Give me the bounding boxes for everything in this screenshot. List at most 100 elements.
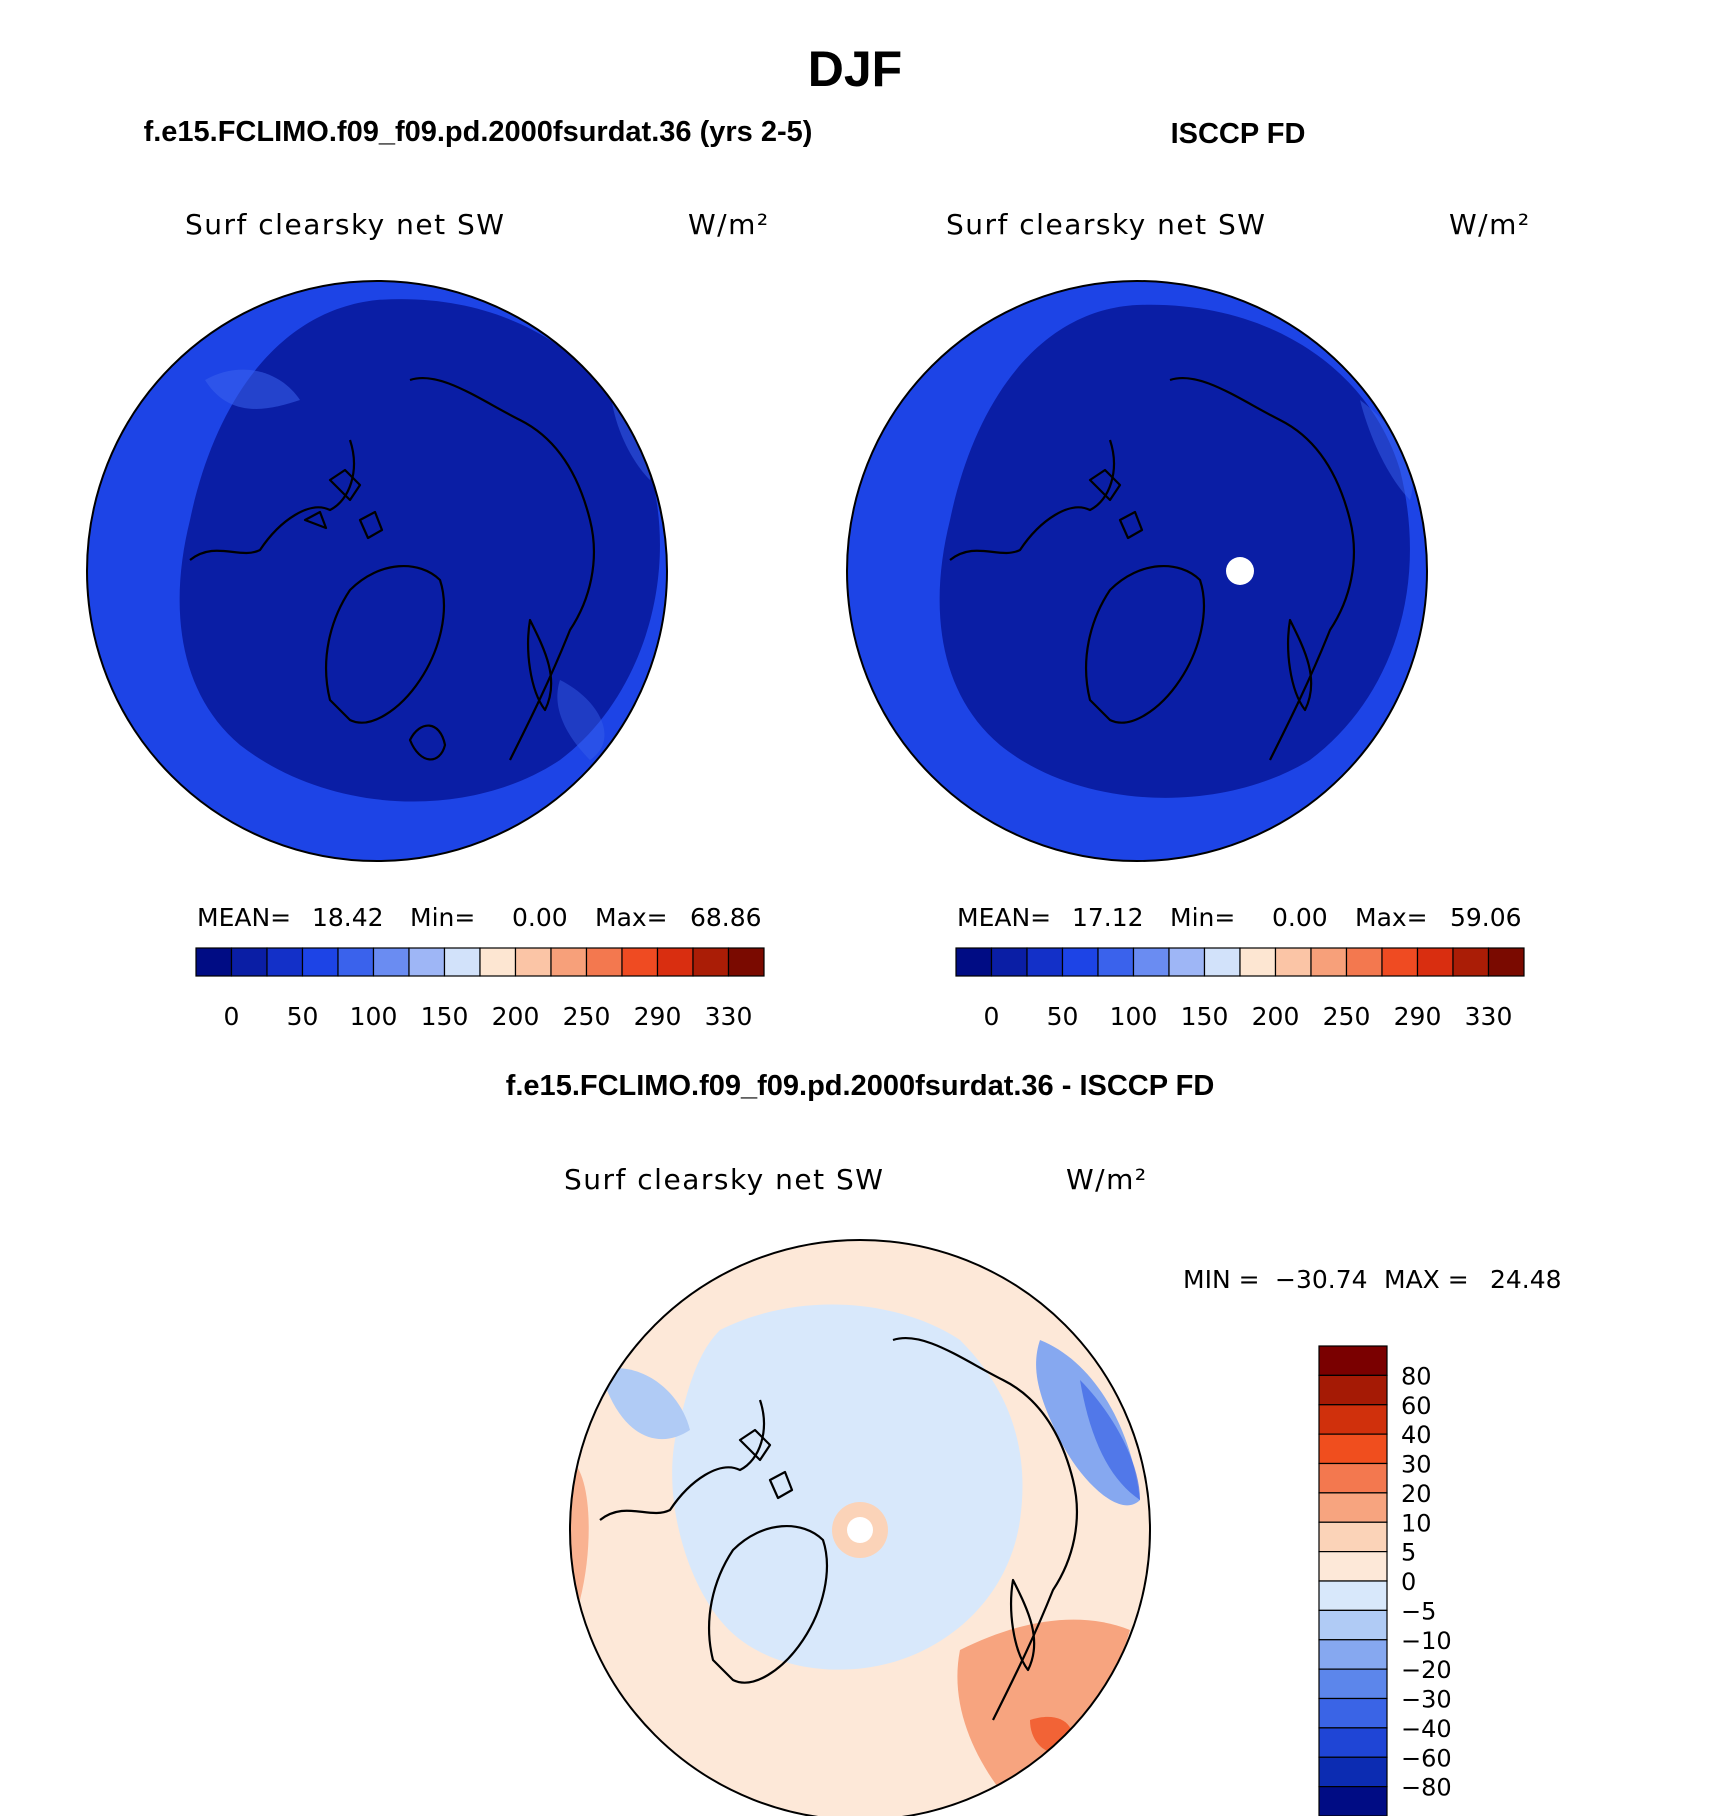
map-3-islands-coastline (738, 1428, 794, 1500)
panel-2-units-label: W/m² (1449, 208, 1531, 241)
colorbar-3-swatch (1318, 1786, 1388, 1816)
colorbar-3-swatch (1318, 1492, 1388, 1523)
colorbar-3-swatch (1318, 1374, 1388, 1406)
colorbar-1-tick-label: 330 (705, 1002, 753, 1031)
panel-2-min-label: Min= (1170, 903, 1235, 932)
panel-1-min-label: Min= (410, 903, 475, 932)
map-2-boundary (846, 280, 1428, 862)
map-1-islands-coastline (303, 468, 384, 540)
colorbar-3-swatch (1318, 1639, 1388, 1670)
main-title: DJF (808, 41, 902, 97)
colorbar-1-tick-label: 290 (634, 1002, 682, 1031)
colorbar-2-tick-label: 100 (1110, 1002, 1158, 1031)
map-3-boundary (569, 1239, 1151, 1816)
map-3-strong-negative-patch (1080, 1380, 1140, 1500)
map-3-missing-data-pole (847, 1517, 873, 1543)
colorbar-2-swatch (1487, 947, 1525, 977)
diff-units-label: W/m² (1066, 1163, 1148, 1196)
map-1 (86, 280, 668, 862)
colorbar-2-tick-label: 290 (1394, 1002, 1442, 1031)
colorbar-1-swatch (266, 947, 304, 977)
map-3-greenland-coastline (707, 1524, 829, 1684)
colorbar-3-swatch (1318, 1668, 1388, 1700)
colorbar-1-swatch (408, 947, 446, 977)
colorbar-2-swatch (1310, 947, 1348, 977)
map-1-north-america-coastline (189, 439, 355, 561)
colorbar-3-swatch (1318, 1462, 1388, 1494)
colorbar-1-tick-label: 250 (563, 1002, 611, 1031)
colorbar-1-tick-label: 0 (224, 1002, 240, 1031)
colorbar-3-tick-label: 30 (1401, 1451, 1432, 1479)
panel-1-min-value: 0.00 (512, 903, 568, 932)
panel-1-units-label: W/m² (688, 208, 770, 241)
map-2-scandinavia-coastline (1287, 618, 1313, 712)
colorbar-2-swatch (955, 947, 993, 977)
colorbar-3-tick-label: −60 (1401, 1744, 1452, 1772)
colorbar-1-swatch (585, 947, 623, 977)
colorbar-2-swatch (1239, 947, 1277, 977)
panel-1-title: f.e15.FCLIMO.f09_f09.pd.2000fsurdat.36 (… (144, 116, 813, 148)
colorbar-2-tick-label: 0 (984, 1002, 1000, 1031)
map-3-positive-patch (957, 1619, 1130, 1790)
map-1-patch (557, 680, 605, 760)
colorbar-3-tick-label: −5 (1401, 1597, 1436, 1625)
map-2-islands-coastline (1088, 468, 1144, 540)
panel-2-title: ISCCP FD (1171, 118, 1306, 150)
colorbar-3-swatch (1318, 1756, 1388, 1788)
panel-2-variable-label: Surf clearsky net SW (946, 208, 1266, 241)
panel-1-max-value: 68.86 (690, 903, 762, 932)
colorbar-3-tick-label: 80 (1401, 1362, 1432, 1390)
map-1-inner-field (179, 299, 660, 802)
diff-max-value: 24.48 (1490, 1265, 1562, 1294)
colorbar-3-tick-label: 40 (1401, 1421, 1432, 1449)
colorbar-1-swatch (692, 947, 730, 977)
colorbar-3-swatch (1318, 1521, 1388, 1553)
colorbar-1-tick-label: 200 (492, 1002, 540, 1031)
map-2-north-america-coastline (949, 439, 1115, 561)
panel-2-max-value: 59.06 (1450, 903, 1522, 932)
map-3-scandinavia-coastline (1010, 1578, 1036, 1672)
colorbar-3-tick-label: 5 (1401, 1539, 1416, 1567)
colorbar-3-swatch (1318, 1345, 1388, 1376)
map-3-negative-patch (600, 1368, 690, 1440)
map-1-scandinavia-coastline (527, 618, 553, 712)
colorbar-2-swatch (990, 947, 1028, 977)
diff-variable-label: Surf clearsky net SW (564, 1163, 884, 1196)
colorbar-1-swatch (195, 947, 233, 977)
colorbar-1-swatch (337, 947, 375, 977)
colorbar-1-swatch (479, 947, 517, 977)
panel-2-mean-value: 17.12 (1072, 903, 1144, 932)
map-2-patch (1360, 400, 1413, 500)
map-1-iceland-coastline (408, 724, 447, 761)
colorbar-2-swatch (1026, 947, 1064, 977)
colorbar-1: 0 50 100 150 200 250 290 330 (195, 947, 765, 1031)
map-1-boundary (86, 280, 668, 862)
colorbar-1-tick-label: 50 (287, 1002, 319, 1031)
colorbar-1-swatch (372, 947, 410, 977)
colorbar-1-swatch (301, 947, 339, 977)
colorbar-2-swatch (1203, 947, 1241, 977)
colorbar-1-swatch (656, 947, 694, 977)
colorbar-3-tick-label: −10 (1401, 1627, 1452, 1655)
colorbar-3-swatch (1318, 1609, 1388, 1641)
map-3-north-america-coastline (599, 1399, 765, 1521)
diff-min-label: MIN = (1183, 1265, 1260, 1294)
colorbar-2-tick-label: 250 (1323, 1002, 1371, 1031)
diff-panel-title: f.e15.FCLIMO.f09_f09.pd.2000fsurdat.36 -… (506, 1070, 1215, 1102)
colorbar-1-swatch (443, 947, 481, 977)
colorbar-2-swatch (1097, 947, 1135, 977)
colorbar-2-tick-label: 150 (1181, 1002, 1229, 1031)
panel-1-mean-value: 18.42 (312, 903, 384, 932)
colorbar-3-tick-label: −40 (1401, 1715, 1452, 1743)
map-3-central-negative-field (672, 1304, 1023, 1670)
colorbar-2-swatch (1381, 947, 1419, 977)
colorbar-3-tick-label: 60 (1401, 1392, 1432, 1420)
colorbar-1-swatch (727, 947, 765, 977)
map-1-patch (205, 369, 300, 409)
colorbar-3-swatch (1318, 1727, 1388, 1758)
colorbar-3-tick-label: 0 (1401, 1568, 1416, 1596)
colorbar-2-tick-label: 330 (1465, 1002, 1513, 1031)
colorbar-3-swatch (1318, 1580, 1388, 1611)
colorbar-1-swatch (550, 947, 588, 977)
